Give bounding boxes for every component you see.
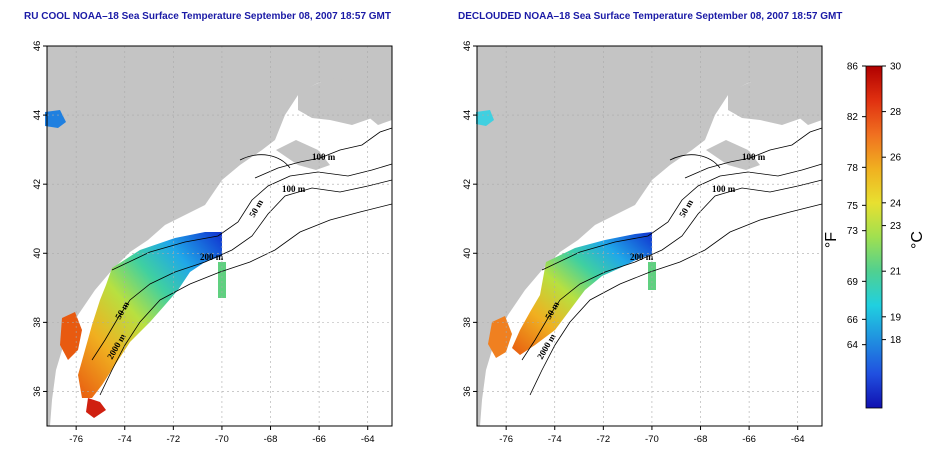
c-tick-label-5: 21 xyxy=(890,267,902,278)
f-tick-label-1: 82 xyxy=(847,112,859,123)
map-frame xyxy=(476,45,823,427)
colorbar-scale xyxy=(865,65,883,409)
c-tick-label-6: 19 xyxy=(890,312,902,323)
lon-tick-label-0: -76 xyxy=(69,434,83,445)
lon-tick-label-6: -64 xyxy=(791,434,805,445)
lat-tick-label-3: 42 xyxy=(32,179,43,190)
c-tick-label-0: 30 xyxy=(890,62,902,73)
lon-tick-label-0: -76 xyxy=(499,434,513,445)
c-tick-label-1: 28 xyxy=(890,107,902,118)
land-mass xyxy=(477,46,822,426)
right-map-panel: 100 m 100 m 50 m 200 m 50 m 2000 m -76 -7… xyxy=(462,41,823,445)
f-tick-label-5: 69 xyxy=(847,277,859,288)
lon-tick-label-4: -68 xyxy=(264,434,278,445)
lon-tick-label-2: -72 xyxy=(166,434,180,445)
contour-label-100m-b: 100 m xyxy=(712,184,736,194)
left-map-panel: 100 m 100 m 50 m 200 m 50 m 2000 m -76 -7… xyxy=(32,41,393,445)
f-tick-label-2: 78 xyxy=(847,163,859,174)
lat-tick-label-5: 46 xyxy=(462,41,473,52)
contour-label-100m-b: 100 m xyxy=(282,184,306,194)
lat-tick-label-0: 36 xyxy=(32,386,43,397)
lat-tick-label-5: 46 xyxy=(32,41,43,52)
lat-tick-label-4: 44 xyxy=(462,110,473,121)
lon-tick-label-1: -74 xyxy=(118,434,132,445)
bathymetry-contours xyxy=(521,127,823,396)
lat-tick-label-1: 38 xyxy=(32,317,43,328)
c-tick-label-3: 24 xyxy=(890,198,902,209)
land-mass xyxy=(47,46,392,426)
lat-tick-label-0: 36 xyxy=(462,386,473,397)
contour-label-100m-a: 100 m xyxy=(742,152,766,162)
bathymetry-contours xyxy=(91,127,393,396)
lon-tick-label-3: -70 xyxy=(645,434,659,445)
f-tick-label-0: 86 xyxy=(847,62,859,73)
lon-tick-label-1: -74 xyxy=(548,434,562,445)
contour-label-200m: 200 m xyxy=(200,252,224,262)
lon-tick-label-5: -66 xyxy=(742,434,756,445)
sst-swath xyxy=(45,110,226,418)
f-tick-label-7: 64 xyxy=(847,340,859,351)
lat-lon-grid xyxy=(477,45,822,426)
f-tick-label-3: 75 xyxy=(847,201,859,212)
fahrenheit-unit-label: °F xyxy=(823,232,840,248)
lat-tick-label-2: 40 xyxy=(462,248,473,259)
c-tick-label-7: 18 xyxy=(890,335,902,346)
f-tick-label-4: 73 xyxy=(847,226,859,237)
axis-ticks: -76 -74 -72 -70 -68 -66 -64 36 38 40 42 44 46 xyxy=(32,41,375,445)
left-map-title: RU COOL NOAA–18 Sea Surface Temperature … xyxy=(24,11,391,22)
colorbar: 86 82 78 75 73 69 66 64 30 28 26 24 23 21 19 18 °F °C xyxy=(823,62,926,409)
celsius-unit-label: °C xyxy=(909,231,926,249)
contour-label-100m-a: 100 m xyxy=(312,152,336,162)
lat-tick-label-3: 42 xyxy=(462,179,473,190)
lon-tick-label-5: -66 xyxy=(312,434,326,445)
lon-tick-label-6: -64 xyxy=(361,434,375,445)
lon-tick-label-3: -70 xyxy=(215,434,229,445)
map-frame xyxy=(46,45,393,427)
lat-lon-grid xyxy=(47,45,392,426)
lon-tick-label-4: -68 xyxy=(694,434,708,445)
lat-tick-label-1: 38 xyxy=(462,317,473,328)
lat-tick-label-2: 40 xyxy=(32,248,43,259)
celsius-ticks: 30 28 26 24 23 21 19 18 xyxy=(882,62,902,346)
right-map-title: DECLOUDED NOAA–18 Sea Surface Temperatur… xyxy=(458,11,843,22)
contour-label-200m: 200 m xyxy=(630,252,654,262)
lon-tick-label-2: -72 xyxy=(596,434,610,445)
axis-ticks: -76 -74 -72 -70 -68 -66 -64 36 38 40 42 44 46 xyxy=(462,41,805,445)
c-tick-label-2: 26 xyxy=(890,153,902,164)
lat-tick-label-4: 44 xyxy=(32,110,43,121)
fahrenheit-ticks: 86 82 78 75 73 69 66 64 xyxy=(847,62,866,351)
c-tick-label-4: 23 xyxy=(890,221,902,232)
f-tick-label-6: 66 xyxy=(847,315,859,326)
